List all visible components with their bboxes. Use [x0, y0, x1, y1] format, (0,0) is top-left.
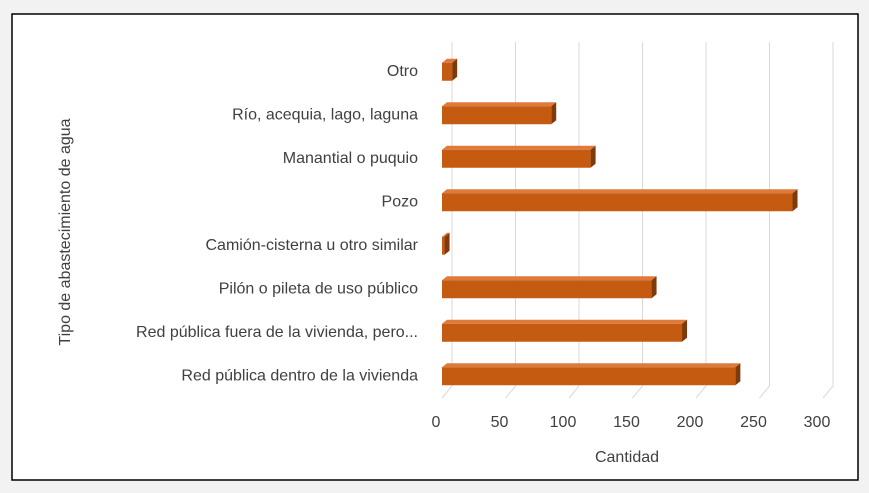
- bar-face: [442, 232, 450, 237]
- bar: [442, 232, 450, 255]
- grid-floor: [759, 385, 770, 399]
- bar-face: [442, 102, 557, 107]
- bar-face: [444, 232, 450, 255]
- bar-face: [442, 106, 552, 125]
- y-tick-label: Pozo: [382, 193, 419, 210]
- bar-face: [442, 323, 683, 342]
- bar-face: [442, 363, 741, 368]
- bar: [442, 145, 596, 168]
- y-tick-label: Otro: [387, 63, 418, 80]
- bar: [442, 102, 557, 125]
- x-tick-label: 200: [677, 414, 704, 431]
- bar-face: [452, 58, 458, 81]
- bar: [442, 319, 688, 342]
- bar-face: [442, 367, 736, 386]
- x-tick-label: 100: [550, 414, 577, 431]
- y-tick-label: Red pública fuera de la vivienda, pero..…: [136, 324, 418, 341]
- bar-face: [651, 276, 657, 299]
- chart-frame: [11, 13, 859, 481]
- grid-floor: [505, 385, 516, 399]
- bar-face: [551, 102, 557, 125]
- bar-face: [442, 236, 445, 255]
- bar: [442, 189, 798, 212]
- bar-face: [442, 189, 798, 194]
- bar-face: [590, 145, 596, 168]
- bar-face: [442, 319, 688, 324]
- y-tick-label: Red pública dentro de la vivienda: [181, 367, 418, 384]
- bar-face: [442, 149, 591, 168]
- x-tick-label: 150: [613, 414, 640, 431]
- y-tick-label: Río, acequia, lago, laguna: [232, 106, 418, 123]
- x-tick-label: 250: [740, 414, 767, 431]
- bar-face: [442, 62, 453, 81]
- y-axis-title: Tipo de abastecimiento de agua: [57, 118, 74, 345]
- grid-floor: [822, 385, 834, 399]
- bar-face: [442, 193, 793, 212]
- bar-face: [442, 280, 652, 299]
- y-tick-label: Manantial o puquio: [283, 150, 418, 167]
- bar-face: [682, 319, 688, 342]
- grid-floor: [695, 385, 707, 399]
- bar-face: [735, 363, 741, 386]
- grid-floor: [441, 385, 453, 399]
- bar: [442, 58, 458, 81]
- grid-floor: [632, 385, 643, 399]
- x-tick-label: 0: [432, 414, 441, 431]
- grid-floor: [568, 385, 580, 399]
- y-tick-label: Pilón o pileta de uso público: [219, 280, 418, 297]
- bar-face: [792, 189, 798, 212]
- bar: [442, 276, 657, 299]
- bar: [442, 363, 741, 386]
- x-tick-label: 50: [491, 414, 509, 431]
- bar-face: [442, 58, 458, 63]
- x-tick-label: 300: [804, 414, 831, 431]
- bar-face: [442, 145, 596, 150]
- x-axis-title: Cantidad: [595, 449, 659, 466]
- bar-face: [442, 276, 657, 281]
- y-tick-label: Camión-cisterna u otro similar: [205, 237, 418, 254]
